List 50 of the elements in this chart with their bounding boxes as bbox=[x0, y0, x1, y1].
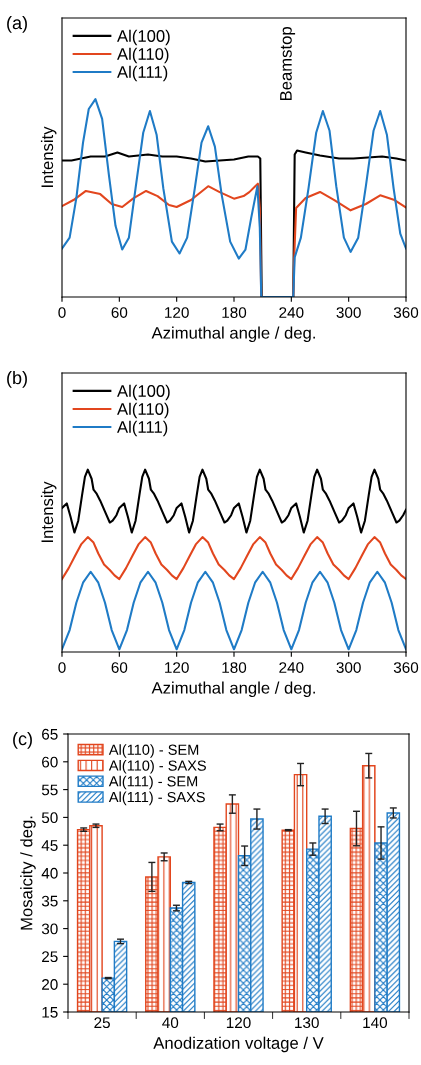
legend-label: Al(111) bbox=[117, 65, 168, 82]
y-tick-label: 50 bbox=[41, 812, 58, 824]
chart-title: (c) bbox=[13, 732, 32, 749]
legend-label: Al(110) - SEM bbox=[108, 744, 199, 758]
y-axis-title: Mosaicity / deg. bbox=[20, 816, 36, 930]
x-tick-label: 120 bbox=[165, 307, 189, 318]
x-tick-label: 360 bbox=[393, 307, 419, 318]
x-tick-label: 60 bbox=[111, 662, 128, 673]
x-tick-label: 300 bbox=[336, 662, 361, 673]
y-tick-label: 55 bbox=[41, 784, 58, 796]
y-tick-label: 15 bbox=[42, 1007, 58, 1018]
legend-label: Al(110) - SAXS bbox=[108, 759, 206, 774]
x-tick-label: 130 bbox=[295, 1017, 319, 1029]
y-tick-label: 30 bbox=[41, 923, 58, 935]
x-tick-label: 240 bbox=[279, 662, 304, 673]
x-tick-label: 180 bbox=[222, 662, 247, 673]
x-tick-label: 0 bbox=[58, 307, 66, 318]
legend-label: Al(111) - SEM bbox=[108, 775, 198, 790]
legend-label: Al(111) - SAXS bbox=[108, 791, 205, 806]
y-axis-title: Intensity bbox=[40, 481, 57, 542]
x-tick-label: 25 bbox=[94, 1017, 110, 1029]
x-tick-label: 40 bbox=[162, 1017, 179, 1029]
legend-label: Al(100) bbox=[117, 29, 170, 46]
chart-title: (b) bbox=[7, 371, 27, 388]
y-tick-label: 65 bbox=[42, 728, 58, 740]
x-tick-label: 0 bbox=[58, 662, 66, 673]
y-tick-label: 40 bbox=[41, 867, 58, 879]
y-tick-label: 25 bbox=[42, 951, 58, 963]
legend-label: Al(111) bbox=[117, 420, 168, 437]
y-tick-label: 20 bbox=[42, 979, 58, 990]
x-tick-label: 300 bbox=[336, 307, 361, 318]
y-tick-label: 35 bbox=[41, 895, 58, 907]
x-axis-title: Azimuthal angle / deg. bbox=[151, 326, 315, 343]
x-tick-label: 180 bbox=[222, 307, 247, 318]
legend-label: Al(110) bbox=[117, 402, 169, 419]
y-tick-label: 45 bbox=[41, 840, 58, 851]
annotation: Beamstop bbox=[280, 27, 296, 101]
y-tick-label: 60 bbox=[42, 756, 58, 768]
x-axis-title: Azimuthal angle / deg. bbox=[151, 681, 315, 698]
x-tick-label: 60 bbox=[111, 307, 128, 318]
x-tick-label: 120 bbox=[226, 1017, 251, 1029]
legend-label: Al(100) bbox=[117, 384, 170, 401]
legend-label: Al(110) bbox=[117, 47, 169, 64]
x-tick-label: 140 bbox=[363, 1017, 388, 1029]
x-tick-label: 120 bbox=[165, 662, 189, 673]
x-tick-label: 240 bbox=[279, 307, 304, 318]
x-tick-label: 360 bbox=[393, 662, 419, 673]
chart-title: (a) bbox=[7, 16, 27, 33]
y-axis-title: Intensity bbox=[40, 126, 57, 187]
x-axis-title: Anodization voltage / V bbox=[153, 1036, 324, 1053]
